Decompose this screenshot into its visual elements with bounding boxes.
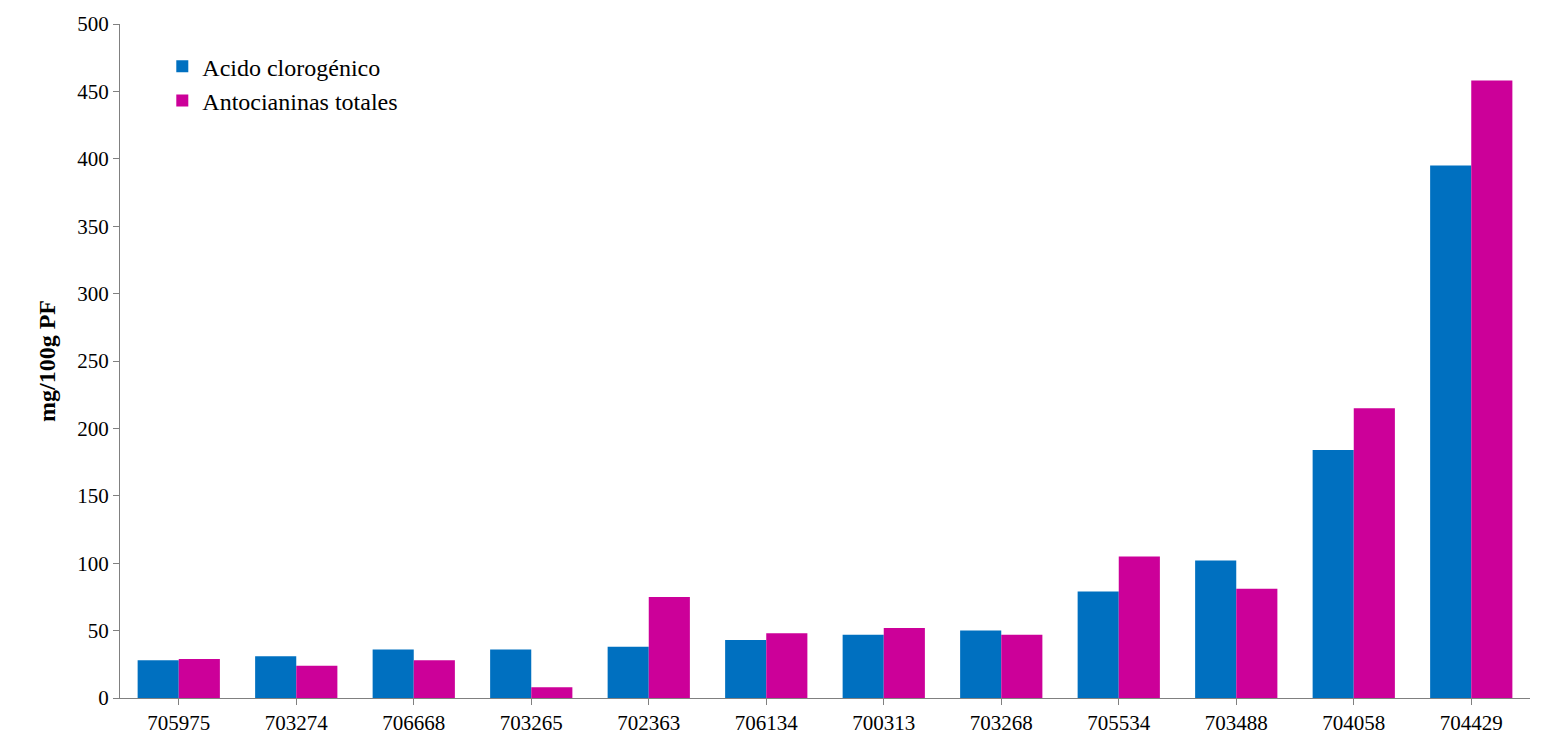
- svg-text:705534: 705534: [1087, 711, 1151, 735]
- svg-text:702363: 702363: [617, 711, 680, 735]
- svg-text:706134: 706134: [735, 711, 799, 735]
- svg-text:mg/100g PF: mg/100g PF: [34, 300, 60, 422]
- svg-text:400: 400: [77, 147, 109, 171]
- svg-text:0: 0: [98, 686, 109, 710]
- svg-text:706668: 706668: [382, 711, 445, 735]
- svg-text:Antocianinas totales: Antocianinas totales: [202, 89, 397, 115]
- svg-text:705975: 705975: [147, 711, 210, 735]
- svg-text:704058: 704058: [1322, 711, 1385, 735]
- svg-text:50: 50: [88, 619, 109, 643]
- svg-text:450: 450: [77, 80, 109, 104]
- svg-text:704429: 704429: [1440, 711, 1503, 735]
- svg-text:703488: 703488: [1205, 711, 1268, 735]
- svg-text:703274: 703274: [265, 711, 329, 735]
- svg-text:350: 350: [77, 215, 109, 239]
- svg-text:703265: 703265: [500, 711, 563, 735]
- svg-text:100: 100: [77, 552, 109, 576]
- svg-text:250: 250: [77, 349, 109, 373]
- svg-text:700313: 700313: [852, 711, 915, 735]
- svg-text:500: 500: [77, 12, 109, 36]
- svg-text:Acido clorogénico: Acido clorogénico: [202, 55, 380, 81]
- svg-text:150: 150: [77, 484, 109, 508]
- svg-text:703268: 703268: [970, 711, 1033, 735]
- svg-text:300: 300: [77, 282, 109, 306]
- svg-text:200: 200: [77, 417, 109, 441]
